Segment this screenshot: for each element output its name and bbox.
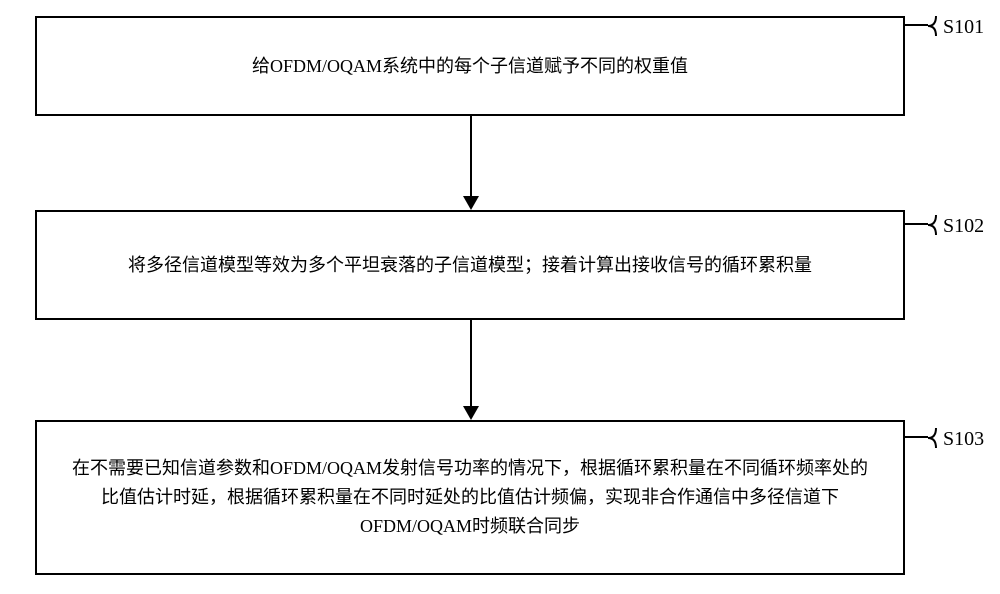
label-connector	[905, 24, 928, 26]
step-text: 给OFDM/OQAM系统中的每个子信道赋予不同的权重值	[252, 52, 688, 81]
step-label-s101: S101	[943, 16, 984, 39]
label-curve	[926, 426, 944, 450]
arrow-shaft	[470, 320, 472, 406]
label-curve	[926, 14, 944, 38]
step-text: 将多径信道模型等效为多个平坦衰落的子信道模型；接着计算出接收信号的循环累积量	[128, 251, 812, 280]
step-text: 在不需要已知信道参数和OFDM/OQAM发射信号功率的情况下，根据循环累积量在不…	[67, 454, 873, 540]
label-connector	[905, 223, 928, 225]
label-curve	[926, 213, 944, 237]
step-box-s101: 给OFDM/OQAM系统中的每个子信道赋予不同的权重值	[35, 16, 905, 116]
arrow-head-icon	[463, 406, 479, 420]
flowchart-canvas: 给OFDM/OQAM系统中的每个子信道赋予不同的权重值 S101 将多径信道模型…	[0, 0, 1000, 594]
label-connector	[905, 436, 928, 438]
step-box-s103: 在不需要已知信道参数和OFDM/OQAM发射信号功率的情况下，根据循环累积量在不…	[35, 420, 905, 575]
arrow-shaft	[470, 116, 472, 196]
step-label-s103: S103	[943, 428, 984, 451]
step-box-s102: 将多径信道模型等效为多个平坦衰落的子信道模型；接着计算出接收信号的循环累积量	[35, 210, 905, 320]
arrow-head-icon	[463, 196, 479, 210]
step-label-s102: S102	[943, 215, 984, 238]
